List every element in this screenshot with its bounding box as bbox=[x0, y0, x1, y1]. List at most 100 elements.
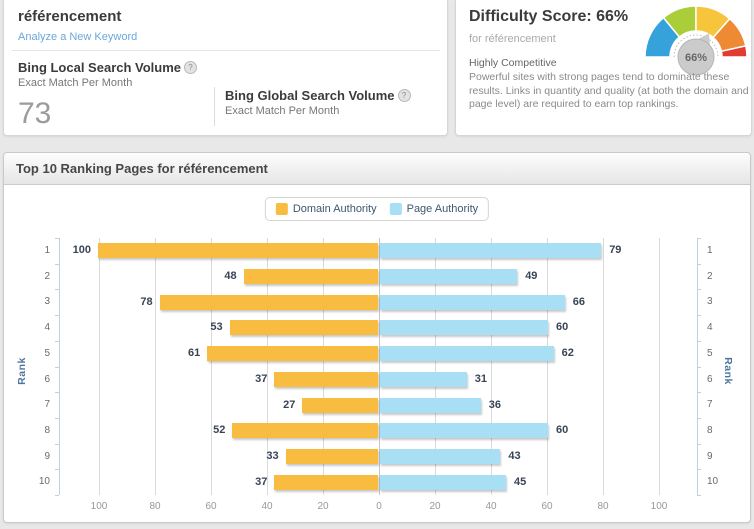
grid-line bbox=[491, 238, 492, 495]
local-volume-block: Bing Local Search Volume? Exact Match Pe… bbox=[18, 60, 198, 131]
grid-line bbox=[547, 238, 548, 495]
value-label-domain-authority-rank-4: 53 bbox=[210, 321, 223, 333]
value-label-domain-authority-rank-6: 37 bbox=[255, 373, 268, 385]
value-label-page-authority-rank-9: 43 bbox=[508, 450, 521, 462]
bar-domain-authority-rank-3 bbox=[159, 295, 378, 310]
value-label-domain-authority-rank-7: 27 bbox=[283, 399, 296, 411]
x-axis-tick-label: 20 bbox=[429, 501, 441, 512]
axis-tick bbox=[697, 495, 701, 496]
x-axis-tick-label: 60 bbox=[541, 501, 553, 512]
global-volume-subtitle: Exact Match Per Month bbox=[225, 105, 340, 117]
rank-label-left-3: 3 bbox=[44, 296, 50, 308]
axis-tick bbox=[697, 315, 701, 316]
axis-tick bbox=[55, 315, 59, 316]
rank-label-left-6: 6 bbox=[44, 373, 50, 385]
bar-page-authority-rank-1 bbox=[380, 243, 602, 258]
difficulty-description: Powerful sites with strong pages tend to… bbox=[469, 71, 749, 110]
grid-line bbox=[155, 238, 156, 495]
rank-label-right-5: 5 bbox=[707, 347, 713, 359]
legend-item-domain-authority[interactable]: Domain Authority bbox=[275, 203, 377, 215]
rank-label-left-10: 10 bbox=[38, 476, 50, 488]
axis-tick bbox=[55, 495, 59, 496]
rank-label-right-8: 8 bbox=[707, 424, 713, 436]
local-volume-value: 73 bbox=[18, 97, 52, 130]
rank-axis-title-left: Rank bbox=[15, 357, 28, 385]
axis-tick bbox=[55, 238, 59, 239]
ranking-pages-panel: Top 10 Ranking Pages for référencement D… bbox=[3, 152, 751, 523]
value-label-domain-authority-rank-10: 37 bbox=[255, 476, 268, 488]
grid-line bbox=[435, 238, 436, 495]
gauge-dashed-ring bbox=[673, 34, 719, 58]
value-label-domain-authority-rank-2: 48 bbox=[224, 270, 237, 282]
global-volume-block: Bing Global Search Volume? Exact Match P… bbox=[225, 88, 411, 117]
rank-label-right-3: 3 bbox=[707, 296, 713, 308]
x-axis-tick-label: 20 bbox=[317, 501, 329, 512]
grid-line bbox=[323, 238, 324, 495]
axis-tick bbox=[55, 392, 59, 393]
bar-domain-authority-rank-2 bbox=[243, 269, 378, 284]
x-axis-tick-label: 40 bbox=[485, 501, 497, 512]
rank-label-left-7: 7 bbox=[44, 399, 50, 411]
grid-line bbox=[267, 238, 268, 495]
grid-line bbox=[603, 238, 604, 495]
analyze-new-keyword-link[interactable]: Analyze a New Keyword bbox=[18, 31, 138, 43]
divider bbox=[214, 87, 215, 126]
help-icon[interactable]: ? bbox=[397, 89, 411, 102]
bar-page-authority-rank-9 bbox=[380, 449, 501, 464]
axis-tick bbox=[55, 418, 59, 419]
bar-domain-authority-rank-1 bbox=[98, 243, 378, 258]
axis-tick bbox=[55, 264, 59, 265]
axis-tick bbox=[697, 418, 701, 419]
axis-tick bbox=[697, 367, 701, 368]
axis-tick bbox=[55, 469, 59, 470]
bar-domain-authority-rank-9 bbox=[285, 449, 378, 464]
x-axis-tick-label: 100 bbox=[90, 501, 108, 512]
rank-label-right-10: 10 bbox=[707, 476, 719, 488]
axis-tick bbox=[55, 341, 59, 342]
rank-label-left-8: 8 bbox=[44, 424, 50, 436]
keyword-title: référencement bbox=[18, 8, 122, 25]
rank-axis-title-right: Rank bbox=[721, 357, 734, 385]
global-volume-title: Bing Global Search Volume bbox=[225, 88, 395, 103]
bar-domain-authority-rank-7 bbox=[302, 398, 378, 413]
gauge-value-bubble bbox=[677, 38, 715, 76]
legend-item-page-authority[interactable]: Page Authority bbox=[389, 203, 478, 215]
bar-domain-authority-rank-6 bbox=[274, 372, 378, 387]
help-icon[interactable]: ? bbox=[184, 61, 198, 74]
x-axis-tick-label: 80 bbox=[149, 501, 161, 512]
bar-page-authority-rank-5 bbox=[380, 346, 554, 361]
value-label-page-authority-rank-5: 62 bbox=[561, 347, 574, 359]
value-label-page-authority-rank-6: 31 bbox=[474, 373, 488, 385]
value-label-page-authority-rank-1: 79 bbox=[609, 244, 622, 256]
local-volume-subtitle: Exact Match Per Month bbox=[18, 77, 133, 89]
value-label-domain-authority-rank-5: 61 bbox=[187, 347, 201, 359]
axis-tick bbox=[697, 289, 701, 290]
axis-tick bbox=[697, 392, 701, 393]
grid-line bbox=[379, 238, 380, 495]
bar-page-authority-rank-10 bbox=[380, 475, 506, 490]
rank-label-left-9: 9 bbox=[44, 450, 50, 462]
legend-swatch-domain-authority bbox=[275, 203, 288, 215]
difficulty-score-subtitle: for référencement bbox=[469, 33, 556, 45]
rank-label-right-1: 1 bbox=[707, 245, 713, 256]
axis-tick bbox=[697, 238, 701, 239]
difficulty-score-title: Difficulty Score: 66% bbox=[469, 8, 629, 25]
axis-tick bbox=[55, 367, 59, 368]
axis-tick bbox=[697, 341, 701, 342]
gauge-segment bbox=[720, 45, 748, 58]
bar-page-authority-rank-2 bbox=[380, 269, 518, 284]
bar-page-authority-rank-7 bbox=[380, 398, 481, 413]
legend-swatch-page-authority bbox=[389, 203, 402, 215]
value-label-page-authority-rank-3: 66 bbox=[572, 296, 586, 308]
competitiveness-label: Highly Competitive bbox=[469, 57, 557, 69]
panel-title: Top 10 Ranking Pages for référencement bbox=[4, 153, 750, 185]
bar-page-authority-rank-3 bbox=[380, 295, 565, 310]
bar-domain-authority-rank-5 bbox=[207, 346, 378, 361]
difficulty-card: Difficulty Score: 66% for référencement … bbox=[455, 0, 752, 136]
gauge-value-label: 66% bbox=[685, 52, 707, 64]
x-axis-tick-label: 60 bbox=[205, 501, 217, 512]
keyword-card: référencement Analyze a New Keyword Bing… bbox=[3, 0, 448, 136]
value-label-page-authority-rank-4: 60 bbox=[556, 321, 569, 333]
axis-tick bbox=[55, 289, 59, 290]
